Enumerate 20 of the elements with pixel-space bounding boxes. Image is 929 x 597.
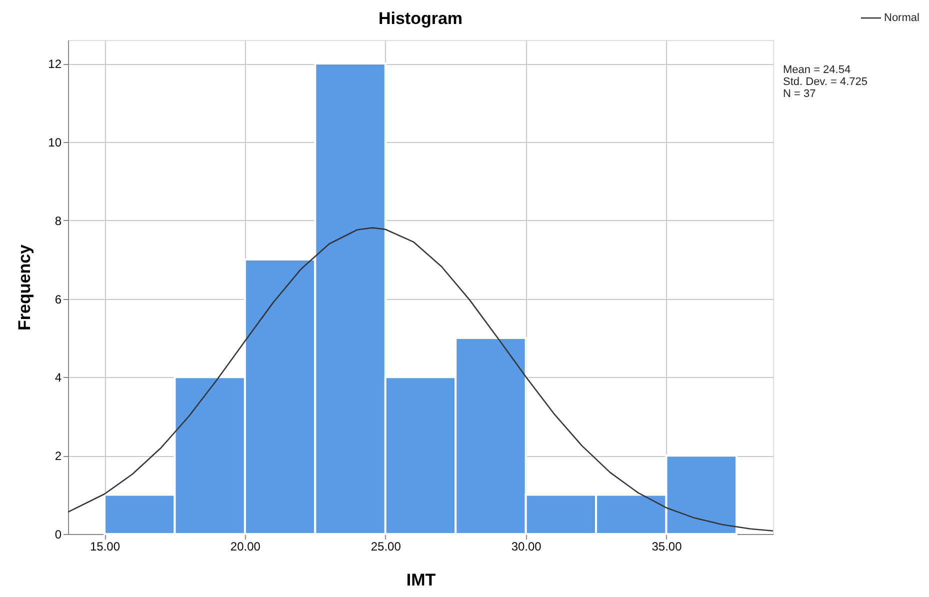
y-tick-label: 12 xyxy=(48,57,62,72)
y-tick-label: 8 xyxy=(54,214,62,228)
x-tick-label: 35.00 xyxy=(652,540,682,554)
chart-title: Histogram xyxy=(378,9,463,28)
line-series xyxy=(68,227,773,532)
x-tick-label: 20.00 xyxy=(230,540,261,554)
text: Std. Dev. = 4.725 xyxy=(783,76,868,88)
x-tick-label: 25.00 xyxy=(370,540,402,554)
x-axis-title: IMT xyxy=(406,570,436,590)
y-tick-label: 10 xyxy=(48,135,62,150)
y-tick-label: 0 xyxy=(54,528,62,542)
text: N = 37 xyxy=(783,88,816,100)
y-tick-label: 6 xyxy=(54,292,62,306)
x-tick-label: 15.00 xyxy=(90,540,120,554)
x-tick-label: 30.00 xyxy=(511,540,542,554)
text: Mean = 24.54 xyxy=(783,64,851,76)
y-tick-label: 2 xyxy=(54,449,62,464)
legend-label: Normal xyxy=(884,12,920,24)
y-axis-title: Frequency xyxy=(15,244,34,330)
y-tick-label: 4 xyxy=(54,370,62,385)
